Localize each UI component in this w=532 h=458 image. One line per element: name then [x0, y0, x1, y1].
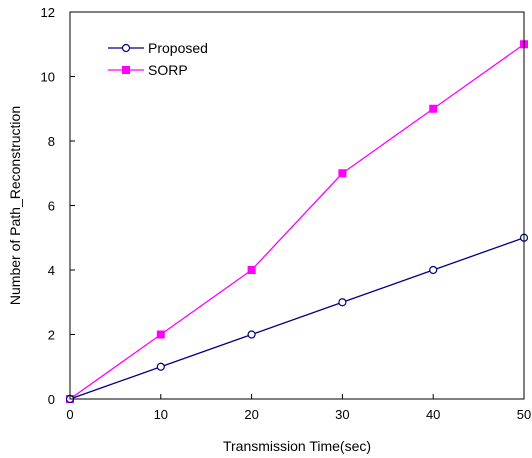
x-axis-title: Transmission Time(sec) [223, 438, 371, 454]
legend-swatch-marker [122, 66, 130, 74]
series-proposed [65, 233, 529, 404]
y-tick-label: 4 [48, 263, 55, 278]
series-line-sorp [69, 43, 525, 400]
legend: Proposed SORP [104, 28, 244, 78]
series-sorp [66, 40, 528, 403]
data-point-sorp [338, 169, 347, 178]
plot-area-frame [69, 11, 525, 400]
y-tick-label: 0 [48, 392, 55, 407]
x-tick-label: 30 [335, 407, 349, 422]
legend-label: SORP [148, 62, 188, 78]
legend-item-proposed: Proposed [108, 40, 208, 56]
data-point-sorp [156, 330, 165, 339]
x-tick-label: 40 [426, 407, 440, 422]
data-point-proposed [429, 265, 438, 275]
legend-swatch-marker [121, 43, 131, 53]
y-axis-title: Number of Path_Reconstruction [7, 106, 23, 305]
series-line-proposed [69, 237, 525, 400]
x-tick-label: 50 [517, 407, 531, 422]
y-tick-label: 2 [48, 328, 55, 343]
legend-label: Proposed [148, 40, 208, 56]
data-point-sorp [429, 104, 438, 113]
y-tick-label: 6 [48, 199, 55, 214]
x-tick-label: 20 [244, 407, 258, 422]
x-tick-label: 0 [66, 407, 73, 422]
y-tick-label: 10 [41, 70, 55, 85]
data-point-proposed [156, 362, 165, 371]
y-tick-label: 12 [41, 5, 55, 20]
data-point-sorp [247, 266, 256, 274]
x-tick-label: 10 [154, 407, 168, 422]
legend-item-sorp: SORP [108, 62, 188, 78]
data-point-proposed [247, 330, 256, 339]
data-point-proposed [338, 298, 347, 307]
series-layer [65, 40, 529, 404]
y-tick-label: 8 [48, 134, 55, 149]
